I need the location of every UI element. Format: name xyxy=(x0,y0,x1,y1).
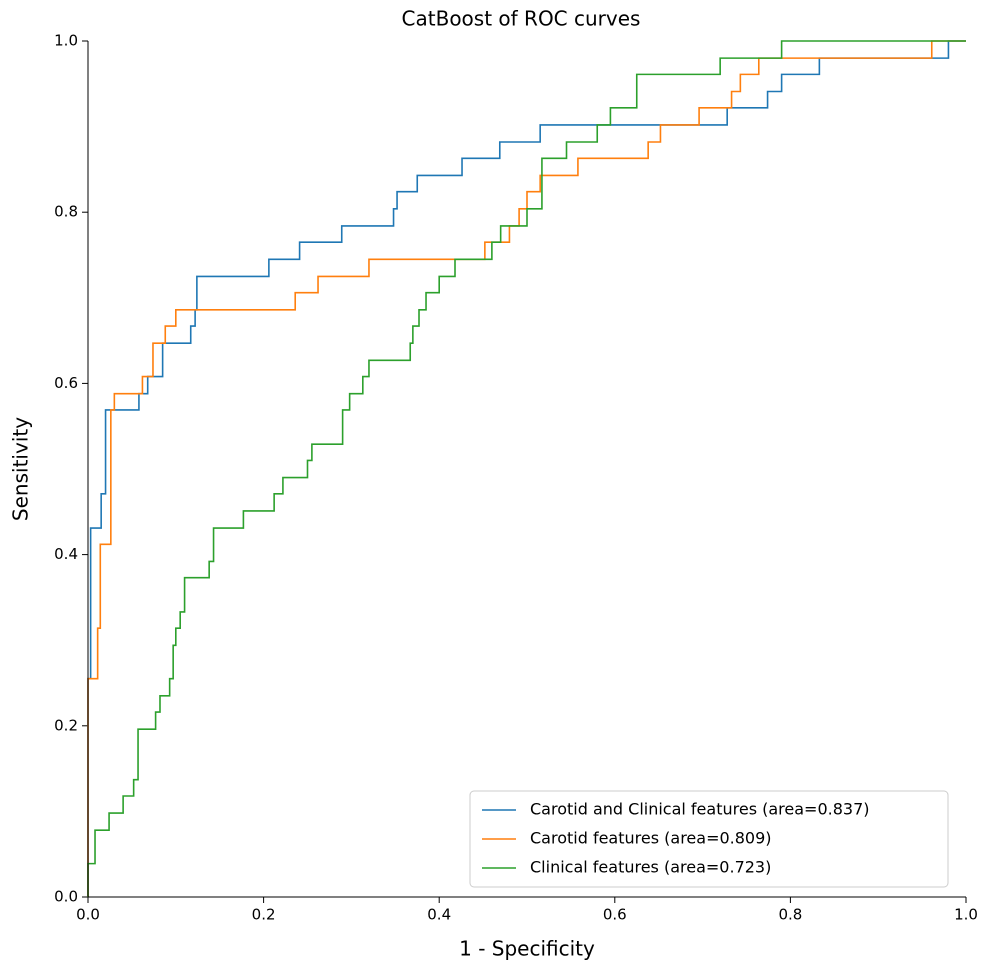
x-tick-label: 0.6 xyxy=(603,906,627,924)
x-tick-label: 1.0 xyxy=(954,906,978,924)
roc-line xyxy=(87,40,966,897)
y-tick-label: 0.4 xyxy=(54,545,78,563)
legend-label: Clinical features (area=0.723) xyxy=(530,858,771,877)
y-tick-label: 1.0 xyxy=(54,32,78,50)
roc-line xyxy=(87,40,966,897)
legend-box xyxy=(469,790,949,888)
legend-label: Carotid and Clinical features (area=0.83… xyxy=(530,800,869,819)
y-tick-label: 0.6 xyxy=(54,374,78,392)
legend-label: Carotid features (area=0.809) xyxy=(530,829,772,848)
roc-line xyxy=(87,40,966,897)
x-tick-label: 0.2 xyxy=(252,906,276,924)
y-tick-label: 0.8 xyxy=(54,203,78,221)
y-tick-label: 0.2 xyxy=(54,716,78,734)
x-tick-label: 0.8 xyxy=(778,906,802,924)
x-tick-label: 0.0 xyxy=(76,906,100,924)
x-tick-label: 0.4 xyxy=(427,906,451,924)
chart-title: CatBoost of ROC curves xyxy=(402,7,641,31)
y-axis-label: Sensitivity xyxy=(9,417,33,521)
x-axis-label: 1 - Specificity xyxy=(459,937,595,961)
y-tick-label: 0.0 xyxy=(54,888,78,906)
